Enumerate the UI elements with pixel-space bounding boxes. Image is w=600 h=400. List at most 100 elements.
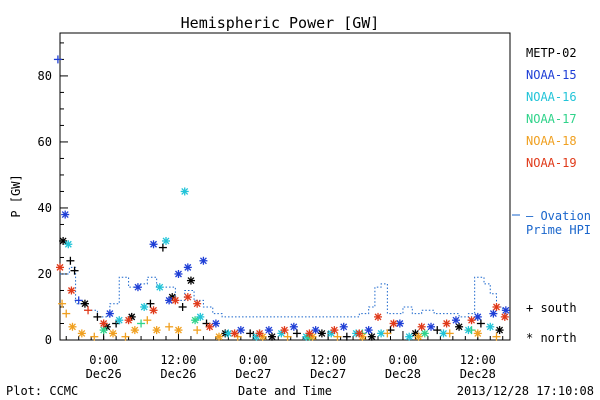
data-point-noaa-19 <box>374 312 383 321</box>
data-point-noaa-19 <box>492 302 501 311</box>
footer-timestamp: 2013/12/28 17:10:08 <box>457 384 594 398</box>
data-point-metp-02 <box>292 329 301 338</box>
data-point-metp-02 <box>433 326 442 335</box>
data-point-noaa-19 <box>99 319 108 328</box>
data-point-metp-02 <box>495 326 504 335</box>
data-point-noaa-16 <box>486 322 495 331</box>
data-point-noaa-16 <box>162 236 171 245</box>
data-point-noaa-15 <box>264 326 273 335</box>
data-point-noaa-19 <box>355 329 364 338</box>
marker-key-south: + south <box>526 301 577 315</box>
data-point-noaa-18 <box>62 309 71 318</box>
x-tick-time: 0:00 <box>239 353 268 367</box>
x-tick-date: Dec27 <box>235 367 271 381</box>
data-point-noaa-15 <box>61 210 70 219</box>
data-point-noaa-18 <box>414 332 423 341</box>
y-tick-label: 0 <box>45 333 52 347</box>
data-point-noaa-16 <box>64 240 73 249</box>
data-point-noaa-15 <box>105 309 114 318</box>
data-point-noaa-18 <box>492 332 501 341</box>
data-point-noaa-15 <box>74 296 83 305</box>
data-point-noaa-16 <box>155 283 164 292</box>
legend-entry: NOAA-18 <box>526 134 577 148</box>
data-point-noaa-18 <box>333 332 342 341</box>
data-point-metp-02 <box>268 332 277 341</box>
data-point-noaa-18 <box>174 326 183 335</box>
data-point-noaa-15 <box>364 326 373 335</box>
data-point-noaa-16 <box>140 302 149 311</box>
data-point-noaa-16 <box>405 332 414 341</box>
data-point-noaa-18 <box>283 332 292 341</box>
data-point-noaa-18 <box>121 332 130 341</box>
data-point-noaa-15 <box>53 55 62 64</box>
data-point-noaa-19 <box>280 326 289 335</box>
data-point-noaa-17 <box>137 319 146 328</box>
footer-plot-credit: Plot: CCMC <box>6 384 78 398</box>
x-tick-time: 12:00 <box>160 353 196 367</box>
data-point-noaa-16 <box>180 187 189 196</box>
data-point-metp-02 <box>455 322 464 331</box>
data-point-noaa-15 <box>489 309 498 318</box>
legend-entry: METP-02 <box>526 46 577 60</box>
x-tick-date: Dec26 <box>86 367 122 381</box>
data-point-metp-02 <box>70 266 79 275</box>
data-point-noaa-19 <box>84 306 93 315</box>
data-point-noaa-18 <box>109 329 118 338</box>
data-point-noaa-15 <box>311 326 320 335</box>
x-tick-date: Dec26 <box>160 367 196 381</box>
data-point-noaa-19 <box>305 329 314 338</box>
data-point-noaa-19 <box>183 293 192 302</box>
legend-entry: NOAA-19 <box>526 156 577 170</box>
data-point-noaa-17 <box>420 329 429 338</box>
ovation-line <box>60 266 509 318</box>
data-point-metp-02 <box>178 302 187 311</box>
data-point-noaa-19 <box>56 263 64 272</box>
data-point-noaa-19 <box>230 329 239 338</box>
data-point-noaa-17 <box>467 326 476 335</box>
x-tick-time: 12:00 <box>460 353 496 367</box>
x-tick-date: Dec28 <box>460 367 496 381</box>
scatter-points <box>53 55 510 341</box>
data-point-noaa-19 <box>205 322 214 331</box>
data-point-noaa-18 <box>165 322 174 331</box>
y-tick-label: 20 <box>38 267 52 281</box>
data-point-noaa-17 <box>191 316 200 325</box>
data-point-metp-02 <box>146 299 155 308</box>
data-point-noaa-18 <box>193 326 202 335</box>
data-point-noaa-18 <box>473 329 482 338</box>
data-point-metp-02 <box>93 312 102 321</box>
y-tick-label: 40 <box>38 201 52 215</box>
y-tick-label: 80 <box>38 69 52 83</box>
data-point-noaa-17 <box>99 326 108 335</box>
data-point-noaa-18 <box>383 329 392 338</box>
plot-frame <box>59 32 511 341</box>
data-point-metp-02 <box>342 332 351 341</box>
data-point-noaa-19 <box>330 326 339 335</box>
data-point-noaa-15 <box>211 319 220 328</box>
x-axis: 0:00Dec2612:00Dec260:00Dec2712:00Dec270:… <box>65 331 504 381</box>
data-point-noaa-15 <box>427 322 436 331</box>
data-point-noaa-19 <box>124 316 133 325</box>
data-point-noaa-19 <box>255 329 264 338</box>
data-point-noaa-18 <box>152 326 161 335</box>
data-point-metp-02 <box>186 276 195 285</box>
data-point-noaa-15 <box>451 316 460 325</box>
data-point-metp-02 <box>66 256 75 265</box>
y-axis: 0 20 40 60 80 <box>38 42 68 347</box>
x-tick-date: Dec27 <box>310 367 346 381</box>
data-point-noaa-15 <box>183 263 192 272</box>
x-tick-time: 12:00 <box>310 353 346 367</box>
data-point-noaa-16 <box>115 316 124 325</box>
ovation-legend-label: Prime HPI <box>526 223 591 237</box>
data-point-noaa-18 <box>445 329 454 338</box>
data-point-metp-02 <box>246 329 255 338</box>
data-point-noaa-18 <box>130 326 139 335</box>
data-point-noaa-19 <box>442 319 451 328</box>
data-point-noaa-19 <box>500 312 509 321</box>
ovation-legend-label: – Ovation <box>526 209 591 223</box>
data-point-noaa-19 <box>193 299 202 308</box>
legend: METP-02 NOAA-15 NOAA-16 NOAA-17 NOAA-18 NOAA-… <box>512 46 591 345</box>
ovation-series <box>60 266 509 318</box>
data-point-noaa-19 <box>389 319 398 328</box>
